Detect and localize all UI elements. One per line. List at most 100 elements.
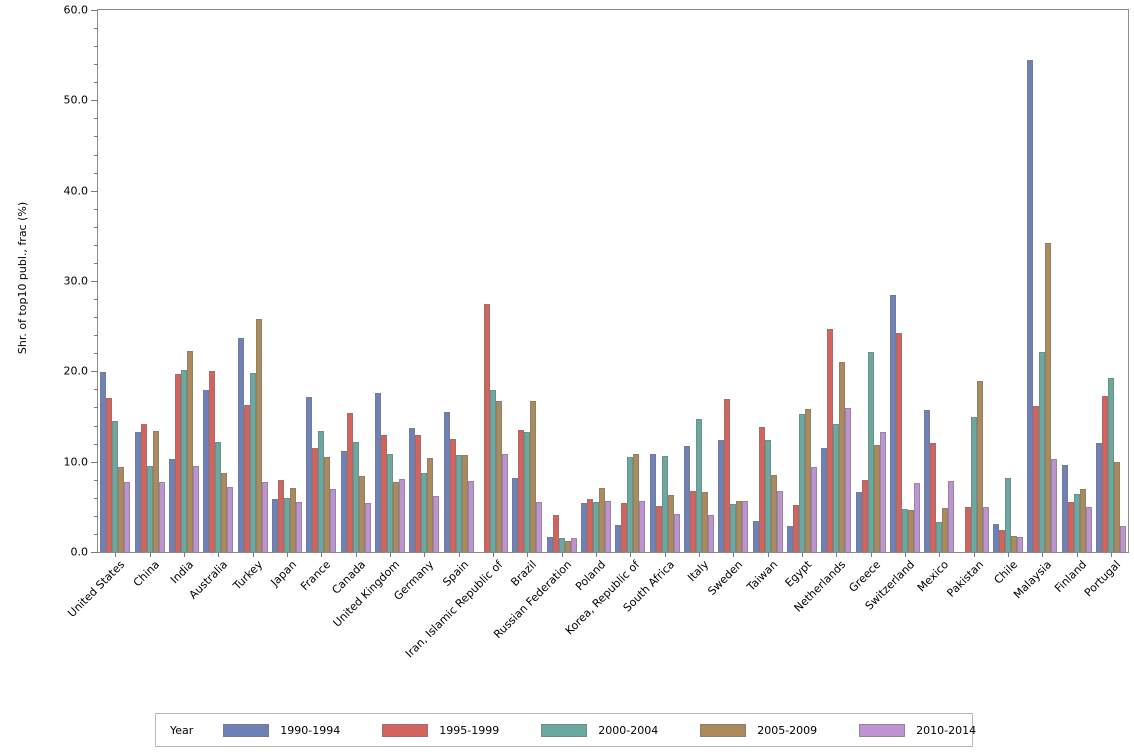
bar[interactable] <box>324 457 331 552</box>
bar-group[interactable] <box>1027 10 1058 552</box>
bar[interactable] <box>227 486 234 552</box>
bar[interactable] <box>536 502 543 552</box>
bar-group[interactable] <box>615 10 646 552</box>
bar[interactable] <box>1039 352 1046 552</box>
bar[interactable] <box>237 337 244 552</box>
bar[interactable] <box>1101 395 1108 552</box>
bar[interactable] <box>306 396 313 552</box>
bar-group[interactable] <box>1095 10 1126 552</box>
bar[interactable] <box>615 524 622 552</box>
bar[interactable] <box>810 467 817 552</box>
bar[interactable] <box>786 525 793 552</box>
bar[interactable] <box>1016 536 1023 552</box>
bar[interactable] <box>461 455 468 552</box>
bar[interactable] <box>776 491 783 552</box>
bar[interactable] <box>867 352 874 552</box>
bar[interactable] <box>215 441 222 552</box>
bar[interactable] <box>913 483 920 552</box>
bar[interactable] <box>982 506 989 552</box>
bar[interactable] <box>718 440 725 552</box>
bar-group[interactable] <box>409 10 440 552</box>
bar[interactable] <box>330 488 337 552</box>
bar[interactable] <box>174 374 181 552</box>
bar[interactable] <box>289 487 296 552</box>
bar[interactable] <box>895 333 902 552</box>
bar[interactable] <box>627 457 634 552</box>
bar[interactable] <box>936 522 943 552</box>
bar[interactable] <box>146 466 153 552</box>
bar[interactable] <box>295 502 302 552</box>
bar[interactable] <box>489 390 496 552</box>
bar[interactable] <box>639 500 646 552</box>
bar[interactable] <box>845 408 852 552</box>
legend-item[interactable]: 2000-2004 <box>541 723 658 737</box>
bar[interactable] <box>134 431 141 552</box>
bar[interactable] <box>655 505 662 552</box>
bar[interactable] <box>1119 525 1126 552</box>
bar[interactable] <box>318 430 325 552</box>
bar[interactable] <box>512 477 519 552</box>
bar[interactable] <box>855 492 862 552</box>
bar[interactable] <box>970 416 977 552</box>
bar[interactable] <box>976 381 983 552</box>
bar[interactable] <box>604 500 611 552</box>
bar[interactable] <box>570 538 577 552</box>
bar[interactable] <box>518 430 525 552</box>
bar[interactable] <box>340 450 347 552</box>
bar[interactable] <box>415 435 422 552</box>
bar-group[interactable] <box>683 10 714 552</box>
bar[interactable] <box>673 514 680 552</box>
bar[interactable] <box>1051 458 1058 552</box>
bar[interactable] <box>689 490 696 552</box>
bar-group[interactable] <box>546 10 577 552</box>
bar-group[interactable] <box>1061 10 1092 552</box>
bar[interactable] <box>839 362 846 552</box>
bar[interactable] <box>758 427 765 552</box>
bar[interactable] <box>998 530 1005 552</box>
bar-group[interactable] <box>374 10 405 552</box>
bar-group[interactable] <box>821 10 852 552</box>
bar[interactable] <box>255 318 262 552</box>
bar-group[interactable] <box>992 10 1023 552</box>
bar[interactable] <box>398 478 405 552</box>
bar[interactable] <box>392 482 399 552</box>
legend-item[interactable]: 2005-2009 <box>700 723 817 737</box>
bar-group[interactable] <box>134 10 165 552</box>
bar-group[interactable] <box>443 10 474 552</box>
bar[interactable] <box>168 458 175 552</box>
bar[interactable] <box>764 440 771 552</box>
bar[interactable] <box>386 453 393 552</box>
bar[interactable] <box>358 476 365 552</box>
bar[interactable] <box>140 423 147 552</box>
bar[interactable] <box>683 446 690 552</box>
bar-group[interactable] <box>306 10 337 552</box>
bar[interactable] <box>100 372 107 552</box>
bar[interactable] <box>1107 377 1114 552</box>
bar[interactable] <box>552 514 559 552</box>
bar[interactable] <box>427 458 434 552</box>
bar[interactable] <box>701 492 708 552</box>
bar[interactable] <box>1004 477 1011 552</box>
legend-item[interactable]: 1990-1994 <box>223 723 340 737</box>
bar-group[interactable] <box>340 10 371 552</box>
bar[interactable] <box>346 412 353 552</box>
bar[interactable] <box>821 448 828 552</box>
bar-group[interactable] <box>889 10 920 552</box>
bar[interactable] <box>633 453 640 552</box>
bar[interactable] <box>964 506 971 552</box>
bar[interactable] <box>804 409 811 552</box>
bar-group[interactable] <box>855 10 886 552</box>
bar[interactable] <box>667 495 674 552</box>
bar[interactable] <box>483 303 490 552</box>
bar[interactable] <box>180 370 187 552</box>
bar[interactable] <box>879 431 886 552</box>
bar-group[interactable] <box>168 10 199 552</box>
bar[interactable] <box>564 541 571 552</box>
bar[interactable] <box>467 480 474 552</box>
bar[interactable] <box>1073 494 1080 552</box>
bar[interactable] <box>352 441 359 552</box>
bar[interactable] <box>203 390 210 552</box>
bar[interactable] <box>221 473 228 552</box>
bar-group[interactable] <box>512 10 543 552</box>
bar[interactable] <box>495 401 502 552</box>
